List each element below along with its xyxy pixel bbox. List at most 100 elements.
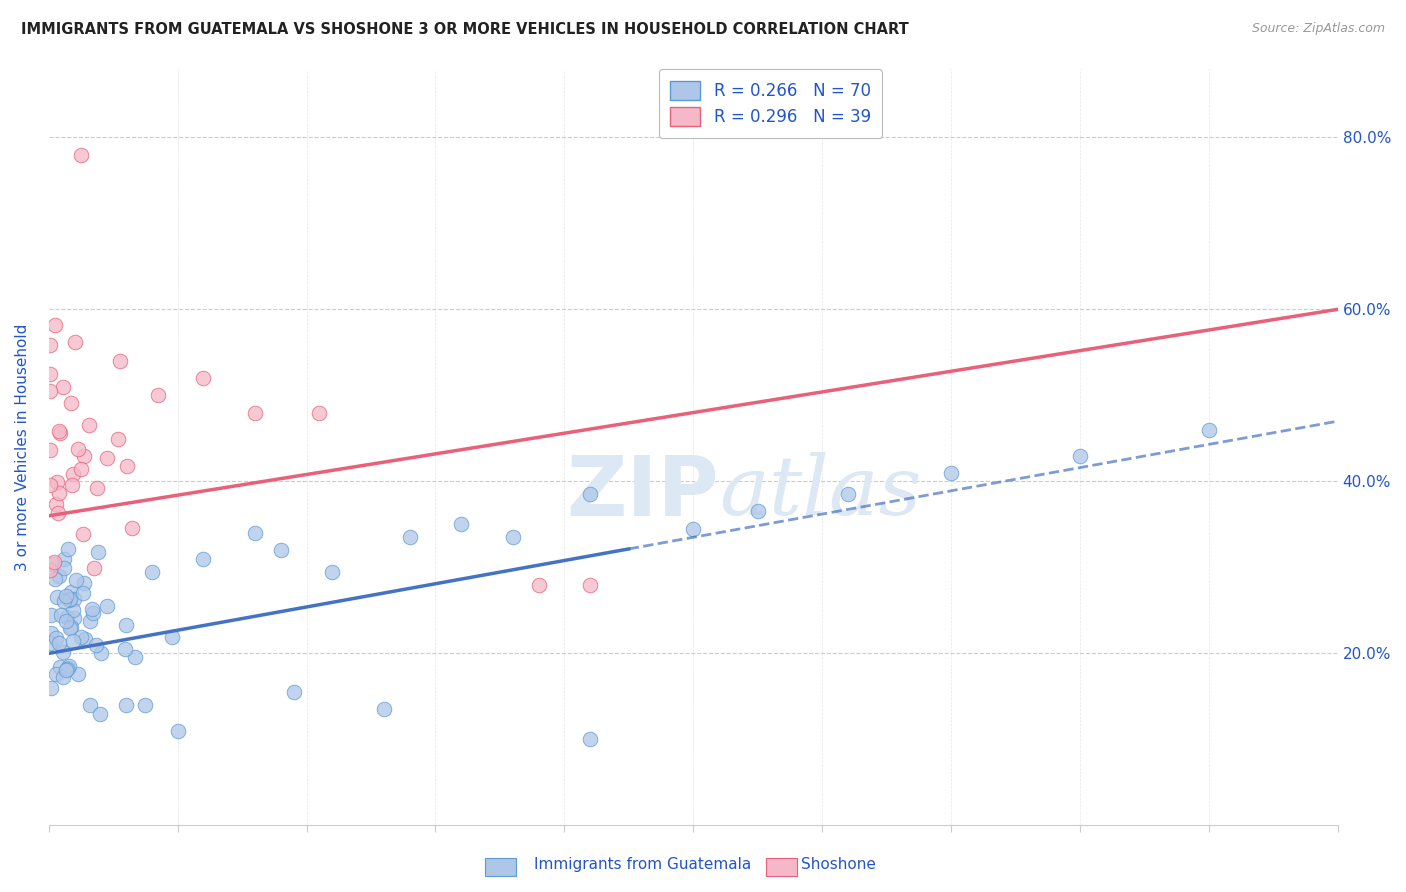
Point xyxy=(62,467,84,481)
Point xyxy=(39,607,62,622)
Point xyxy=(48,660,70,674)
Point xyxy=(52,645,75,659)
Point xyxy=(63,592,86,607)
Text: atlas: atlas xyxy=(718,452,921,533)
Text: Source: ZipAtlas.com: Source: ZipAtlas.com xyxy=(1251,22,1385,36)
Point xyxy=(45,631,67,645)
Point xyxy=(83,561,105,575)
Point xyxy=(243,526,266,541)
Point xyxy=(134,698,156,712)
Point xyxy=(39,338,62,352)
Point xyxy=(682,522,704,536)
Point xyxy=(450,517,472,532)
Point xyxy=(72,585,94,599)
Point xyxy=(58,592,80,607)
Point xyxy=(67,667,90,681)
Point xyxy=(48,425,70,440)
Point xyxy=(308,406,330,420)
Point xyxy=(56,610,79,624)
Text: ZIP: ZIP xyxy=(567,452,718,533)
Point xyxy=(579,577,602,591)
Point xyxy=(59,395,82,409)
Text: IMMIGRANTS FROM GUATEMALA VS SHOSHONE 3 OR MORE VEHICLES IN HOUSEHOLD CORRELATIO: IMMIGRANTS FROM GUATEMALA VS SHOSHONE 3 … xyxy=(21,22,908,37)
Point xyxy=(270,543,292,558)
Point xyxy=(49,608,72,623)
Point xyxy=(79,614,101,628)
Point xyxy=(243,406,266,420)
Point xyxy=(70,147,93,161)
Point xyxy=(39,563,62,577)
Point xyxy=(52,594,75,608)
Point xyxy=(59,621,82,635)
Point xyxy=(52,380,75,394)
Point xyxy=(86,545,108,559)
Point xyxy=(107,432,129,446)
Point xyxy=(42,557,65,571)
Point xyxy=(45,666,67,681)
Point xyxy=(747,504,769,518)
Point xyxy=(79,698,101,712)
Point xyxy=(837,487,859,501)
Point xyxy=(373,702,395,716)
Point xyxy=(70,630,93,644)
Point xyxy=(56,542,79,557)
Point xyxy=(44,555,66,569)
Point xyxy=(72,527,94,541)
Point xyxy=(579,732,602,747)
Point xyxy=(48,569,70,583)
Point xyxy=(48,424,70,438)
Point xyxy=(45,497,67,511)
Point xyxy=(65,574,87,588)
Point xyxy=(86,481,108,495)
Legend: R = 0.266   N = 70, R = 0.296   N = 39: R = 0.266 N = 70, R = 0.296 N = 39 xyxy=(658,70,883,137)
Point xyxy=(55,614,77,628)
Text: Immigrants from Guatemala: Immigrants from Guatemala xyxy=(534,857,752,872)
Point xyxy=(160,630,183,644)
Point xyxy=(124,649,146,664)
Point xyxy=(56,661,79,675)
Point xyxy=(39,443,62,458)
Point xyxy=(398,530,420,544)
Point xyxy=(44,318,66,333)
Point xyxy=(62,611,84,625)
Point xyxy=(58,659,80,673)
Y-axis label: 3 or more Vehicles in Household: 3 or more Vehicles in Household xyxy=(15,323,30,571)
Point xyxy=(115,698,138,712)
Point xyxy=(527,577,550,591)
Point xyxy=(55,590,77,604)
Point xyxy=(55,662,77,676)
Point xyxy=(90,646,112,660)
Point xyxy=(39,384,62,398)
Point xyxy=(115,618,138,632)
Point xyxy=(141,565,163,579)
Point xyxy=(53,551,76,566)
Point xyxy=(193,551,215,566)
Point xyxy=(62,602,84,616)
Point xyxy=(89,706,111,721)
Point xyxy=(39,477,62,491)
Point xyxy=(321,565,343,579)
Point xyxy=(52,670,75,684)
Point xyxy=(283,685,305,699)
Point xyxy=(96,599,118,613)
Point xyxy=(46,507,69,521)
Point xyxy=(52,561,75,575)
Point xyxy=(59,591,82,606)
Point xyxy=(193,371,215,385)
Point xyxy=(62,634,84,648)
Text: Shoshone: Shoshone xyxy=(801,857,876,872)
Point xyxy=(67,442,90,456)
Point xyxy=(55,664,77,678)
Point xyxy=(82,607,104,621)
Point xyxy=(46,590,69,604)
Point xyxy=(48,486,70,500)
Point xyxy=(60,585,83,599)
Point xyxy=(63,335,86,350)
Point xyxy=(108,354,131,368)
Point xyxy=(46,475,69,490)
Point xyxy=(939,466,962,480)
Point xyxy=(114,642,136,657)
Point xyxy=(44,572,66,586)
Point xyxy=(39,626,62,640)
Point xyxy=(60,620,83,634)
